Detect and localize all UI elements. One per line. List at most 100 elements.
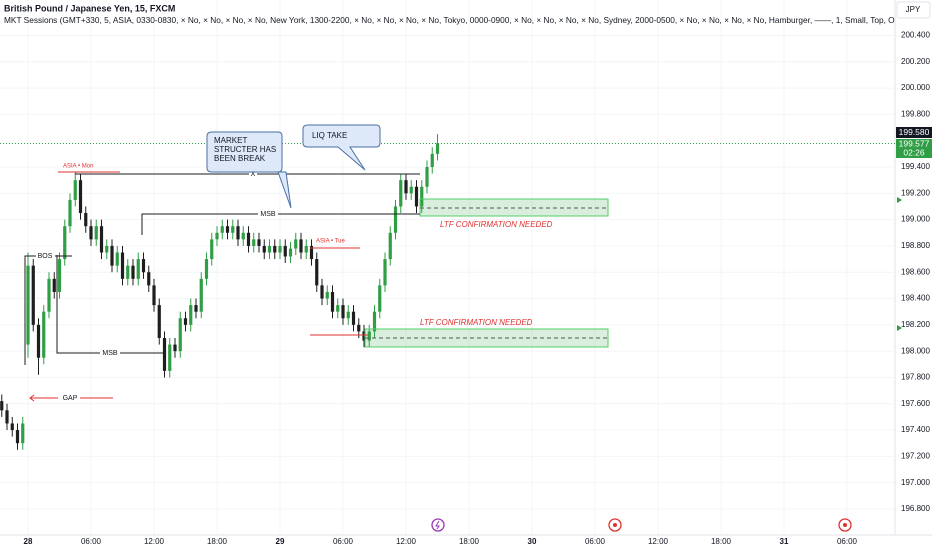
candle-body xyxy=(78,180,83,214)
candle-body xyxy=(294,239,298,249)
grid xyxy=(0,0,895,535)
candle-body xyxy=(210,239,214,260)
candle-body xyxy=(236,226,240,240)
candle-body xyxy=(73,180,77,200)
x-tick-label: 06:00 xyxy=(81,537,102,546)
candle-body xyxy=(241,232,245,240)
candle-body xyxy=(325,291,329,299)
x-tick-label: 30 xyxy=(528,537,537,546)
candle-body xyxy=(68,199,72,227)
candle-body xyxy=(63,226,67,260)
session-label: ASIA • Tue xyxy=(316,239,345,245)
candle-body xyxy=(367,331,371,341)
candle-body xyxy=(147,272,151,286)
candle-body xyxy=(178,318,182,352)
candle-body xyxy=(168,344,172,371)
candle-body xyxy=(288,248,293,257)
candle-body xyxy=(42,311,46,358)
candle-body xyxy=(283,245,287,257)
candle-body xyxy=(89,226,93,240)
callout-text: STRUCTER HAS xyxy=(214,145,276,154)
candle-body xyxy=(388,232,392,260)
candle-body xyxy=(173,344,177,352)
candle-body xyxy=(194,305,198,312)
callout xyxy=(206,131,292,209)
y-tick-label: 196.800 xyxy=(901,504,930,513)
y-tick-label: 197.400 xyxy=(901,425,930,434)
title: British Pound / Japanese Yen, 15, FXCM xyxy=(4,3,175,13)
y-tick-label: 197.800 xyxy=(901,373,930,382)
candle-body xyxy=(15,430,20,444)
candle-body xyxy=(383,259,387,286)
candle-body xyxy=(0,401,4,411)
x-tick-label: 12:00 xyxy=(648,537,669,546)
candle-body xyxy=(430,153,434,168)
x-tick-label: 31 xyxy=(780,537,789,546)
x-tick-label: 12:00 xyxy=(396,537,417,546)
y-tick-label: 199.000 xyxy=(901,215,930,224)
y-tick-label: 198.400 xyxy=(901,294,930,303)
y-tick-label: 200.400 xyxy=(901,31,930,40)
event-icon[interactable] xyxy=(613,523,617,527)
msb-label: MSB xyxy=(260,211,276,218)
candle-body xyxy=(189,305,193,325)
x-tick-label: 06:00 xyxy=(585,537,606,546)
candle-body xyxy=(330,291,335,312)
candle-body xyxy=(304,245,308,253)
candle-body xyxy=(162,337,167,371)
event-icon[interactable] xyxy=(431,518,445,532)
candle-body xyxy=(157,305,161,338)
x-tick-label: 18:00 xyxy=(459,537,480,546)
x-tick-label: 18:00 xyxy=(207,537,228,546)
y-tick-label: 198.200 xyxy=(901,320,930,329)
x-tick-label: 12:00 xyxy=(144,537,165,546)
currency[interactable]: JPY xyxy=(906,5,921,14)
candle-body xyxy=(141,259,146,273)
msb-line xyxy=(141,213,258,235)
y-tick-label: 199.800 xyxy=(901,110,930,119)
marker xyxy=(897,197,902,203)
candle-body xyxy=(31,265,35,325)
candle-body xyxy=(336,305,340,312)
callout-text: MARKET xyxy=(214,136,247,145)
candle-body xyxy=(320,285,324,299)
candle-body xyxy=(309,245,314,260)
x-tick-label: 06:00 xyxy=(837,537,858,546)
msb-line xyxy=(56,255,100,354)
candle-body xyxy=(404,180,408,194)
y-tick-label: 200.000 xyxy=(901,83,930,92)
x-tick-label: 28 xyxy=(24,537,33,546)
candle-body xyxy=(105,245,109,253)
marker xyxy=(897,325,902,331)
candle-body xyxy=(231,226,235,233)
candle-body xyxy=(372,311,377,332)
candle-body xyxy=(425,167,429,187)
candle-body xyxy=(435,143,440,154)
zone-label: LTF CONFIRMATION NEEDED xyxy=(420,318,533,327)
currency-box[interactable] xyxy=(896,1,931,19)
candle-body xyxy=(257,239,261,246)
y-tick-label: 200.200 xyxy=(901,57,930,66)
y-tick-label: 199.200 xyxy=(901,188,930,197)
candle-body xyxy=(393,206,398,233)
candles xyxy=(0,134,440,450)
y-tick-label: 199.400 xyxy=(901,162,930,171)
candle-body xyxy=(52,278,56,292)
candle-body xyxy=(136,259,140,279)
candle-body xyxy=(399,180,403,207)
x-tick-label: 18:00 xyxy=(711,537,732,546)
candle-body xyxy=(409,186,413,194)
msb-label: MSB xyxy=(102,350,118,357)
candle-body xyxy=(346,311,350,319)
candle-body xyxy=(341,305,345,319)
candle-body xyxy=(351,311,356,325)
event-icon[interactable] xyxy=(435,520,440,530)
candle-body xyxy=(215,232,219,240)
bos-label: BOS xyxy=(38,253,53,260)
event-icon[interactable] xyxy=(843,523,847,527)
label-bg xyxy=(249,170,257,178)
candle-body xyxy=(57,259,62,292)
zone-label: LTF CONFIRMATION NEEDED xyxy=(440,220,553,229)
